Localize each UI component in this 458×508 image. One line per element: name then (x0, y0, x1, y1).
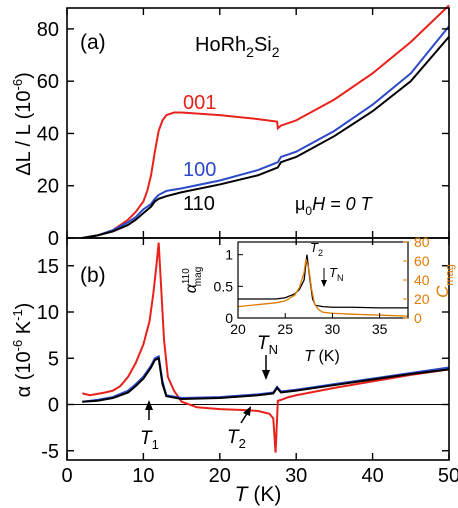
field-label: μ0H = 0 T (295, 194, 374, 218)
inset-label-tn: TN (329, 265, 343, 283)
inset-ytick-label: 0.5 (214, 278, 234, 294)
label-t1: T1 (140, 428, 159, 452)
panel-b-series-001 (82, 242, 450, 453)
x-axis-label: T (K) (235, 483, 282, 506)
panel-b-ytick-label: 5 (48, 348, 59, 370)
arrowhead-tn (262, 370, 270, 380)
inset-x-label: T (K) (304, 348, 340, 365)
inset-label-t2: T2 (310, 240, 323, 258)
panel-b-x-ticks: 0 10 20 30 40 50 (61, 238, 458, 487)
panel-b-xtick-label: 0 (61, 465, 72, 487)
formula: HoRh2Si2 (195, 34, 280, 60)
panel-a-ytick-label: 0 (48, 228, 59, 250)
panel-b-ytick-label: -5 (41, 441, 59, 463)
panel-b-series (82, 242, 450, 453)
panel-b-series-110 (82, 356, 450, 403)
series-label-110: 110 (183, 193, 215, 215)
arrowhead-t1 (145, 400, 153, 410)
panel-a-y-label: ΔL / L (10-6) (10, 72, 35, 176)
panel-b-xtick-label: 50 (438, 465, 458, 487)
panel-b-y-ticks: -5 0 5 10 15 (37, 256, 449, 463)
panel-a-series-001 (82, 4, 450, 239)
inset-left-y-ticks: 00.51 (214, 247, 243, 326)
panel-b-label: (b) (80, 264, 106, 287)
inset-x-ticks: 20 25 30 35 (230, 313, 388, 337)
inset-series (237, 254, 409, 317)
panel-a-x-ticks (66, 8, 450, 238)
panel-a-ytick-label: 80 (37, 19, 59, 41)
panel-b-frame (66, 237, 450, 461)
inset-y2tick-label: 0 (414, 310, 422, 326)
panel-b-xtick-label: 40 (361, 465, 383, 487)
inset-right-y-ticks: 0 20 40 60 80 (403, 234, 430, 326)
inset-y-label-left: α110mag (181, 267, 204, 294)
panel-a-series-110 (82, 36, 450, 239)
panel-a-y-ticks: 0 20 40 60 80 (37, 19, 449, 250)
panel-a-series (82, 4, 450, 239)
inset-xtick-label: 30 (325, 321, 341, 337)
annotation-tn: TN (257, 333, 278, 380)
inset-ytick-label: 1 (225, 247, 233, 263)
panel-a-ytick-label: 40 (37, 123, 59, 145)
annotation-t2: T2 (227, 406, 251, 451)
panel-a-ytick-label: 60 (37, 71, 59, 93)
inset-ytick-label: 0 (225, 310, 233, 326)
inset-arrowhead-tn (321, 280, 327, 287)
panel-b-y-label: α (10-6 K-1) (10, 303, 35, 398)
inset-xtick-label: 20 (230, 321, 246, 337)
inset-y2tick-label: 20 (414, 291, 430, 307)
panel-a-label: (a) (80, 31, 106, 54)
inset-y2tick-label: 80 (414, 234, 430, 250)
panel-b-xtick-label: 10 (132, 465, 154, 487)
label-t2: T2 (227, 427, 246, 451)
inset-series-C_mag (237, 258, 409, 317)
arrowhead-t2 (243, 406, 251, 416)
inset-y2tick-label: 40 (414, 272, 430, 288)
inset-xtick-label: 25 (277, 321, 293, 337)
inset-xtick-label: 35 (372, 321, 388, 337)
inset-y2tick-label: 60 (414, 253, 430, 269)
panel-b-ytick-label: 10 (37, 302, 59, 324)
panel-b-ytick-label: 15 (37, 256, 59, 278)
panel-b-xtick-label: 30 (285, 465, 307, 487)
series-label-001: 001 (183, 92, 216, 114)
inset-y-label-right: Cmag (433, 264, 456, 298)
panel-a-series-100 (82, 25, 450, 239)
panel-b-xtick-label: 20 (209, 465, 231, 487)
label-tn: TN (257, 333, 278, 357)
annotation-t1: T1 (140, 400, 159, 452)
panel-b-ytick-label: 0 (48, 395, 59, 417)
panel-a-ytick-label: 20 (37, 176, 59, 198)
panel-a: 0 20 40 60 80 (a) HoRh2Si2 001 100 110 μ0H =… (10, 4, 450, 250)
panel-b-annotations: T1 T2 TN (140, 333, 278, 452)
series-label-100: 100 (183, 159, 216, 181)
